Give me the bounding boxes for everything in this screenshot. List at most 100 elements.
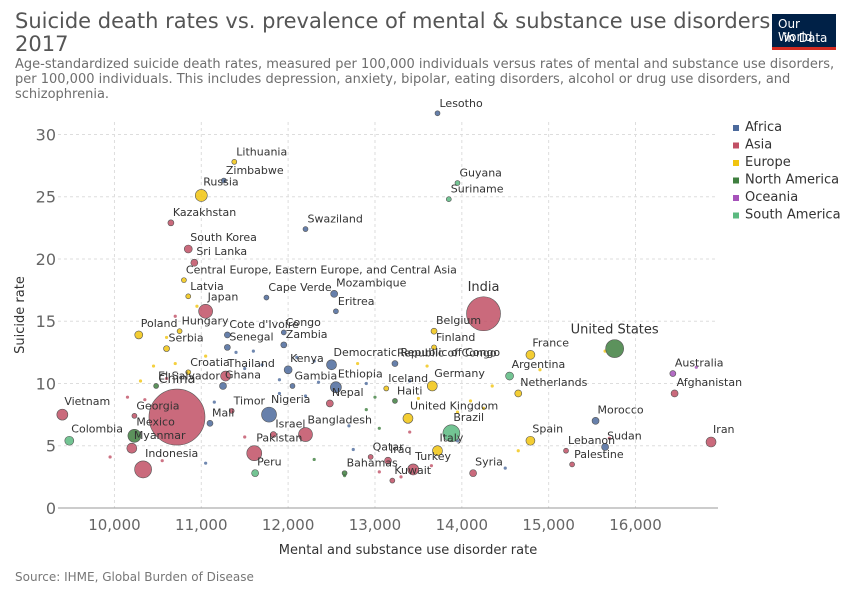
data-point[interactable] [569, 461, 575, 468]
chart-subtitle-line3: schizophrenia. [15, 87, 110, 102]
chart-title: Suicide death rates vs. prevalence of me… [15, 10, 775, 56]
chart-subtitle-line2: per 100,000 individuals. This includes d… [15, 72, 791, 87]
data-point[interactable] [127, 428, 142, 443]
data-point[interactable] [270, 431, 277, 438]
data-point[interactable] [454, 180, 461, 186]
data-point[interactable] [407, 463, 419, 476]
data-point[interactable] [64, 435, 75, 446]
data-point[interactable] [430, 327, 438, 335]
data-point[interactable] [514, 389, 523, 398]
data-point[interactable] [185, 369, 192, 376]
data-point[interactable] [228, 408, 235, 414]
point-label: Kenya [290, 352, 324, 365]
data-point[interactable] [469, 469, 477, 477]
legend-item[interactable]: Oceania [745, 190, 798, 205]
data-point[interactable] [251, 469, 259, 477]
data-point[interactable] [283, 365, 293, 375]
data-point[interactable] [231, 159, 238, 165]
legend-swatch [733, 160, 739, 166]
legend-item[interactable]: South America [745, 208, 841, 223]
legend-item[interactable]: Europe [745, 155, 791, 170]
data-point[interactable] [194, 189, 208, 202]
data-point[interactable] [185, 293, 192, 300]
data-point[interactable] [206, 420, 214, 427]
minor-point [108, 455, 112, 459]
data-point[interactable] [326, 399, 334, 408]
data-point[interactable] [391, 360, 399, 367]
data-point[interactable] [431, 344, 437, 351]
point-label: Serbia [169, 332, 204, 345]
data-point[interactable] [131, 413, 138, 419]
data-point[interactable] [263, 294, 270, 301]
data-point[interactable] [181, 277, 187, 283]
data-point[interactable] [705, 436, 717, 448]
data-point[interactable] [426, 380, 438, 392]
data-point[interactable] [246, 445, 263, 462]
data-point[interactable] [167, 219, 175, 227]
data-point[interactable] [330, 290, 338, 298]
data-point[interactable] [402, 413, 414, 424]
data-point[interactable] [384, 456, 392, 465]
data-point[interactable] [289, 383, 296, 389]
legend-item[interactable]: Africa [745, 120, 782, 135]
data-point[interactable] [163, 345, 170, 352]
data-point[interactable] [219, 382, 227, 390]
data-point[interactable] [383, 385, 390, 392]
minor-point [490, 384, 494, 388]
point-label: Georgia [136, 399, 179, 412]
data-point[interactable] [591, 417, 600, 425]
data-point[interactable] [505, 371, 514, 381]
owid-logo[interactable]: Our World in Data [772, 14, 836, 50]
minor-point [425, 364, 429, 368]
data-point[interactable] [261, 406, 277, 423]
data-point[interactable] [367, 454, 374, 460]
minor-point [204, 461, 208, 465]
data-point[interactable] [176, 328, 183, 334]
chart-title-line2: 2017 [15, 32, 69, 56]
data-point[interactable] [389, 477, 396, 484]
point-label: Sudan [607, 429, 642, 442]
data-point[interactable] [56, 408, 69, 421]
minor-point [377, 470, 381, 474]
data-point[interactable] [224, 344, 231, 351]
data-point[interactable] [134, 460, 152, 479]
data-point[interactable] [434, 110, 441, 117]
data-point[interactable] [445, 196, 452, 202]
data-point[interactable] [432, 445, 443, 457]
data-point[interactable] [525, 435, 536, 446]
data-point[interactable] [126, 442, 138, 454]
data-point[interactable] [302, 226, 309, 232]
data-point[interactable] [605, 339, 624, 358]
data-point[interactable] [220, 370, 231, 382]
data-point[interactable] [221, 177, 227, 184]
data-point[interactable] [298, 427, 313, 442]
data-point[interactable] [224, 331, 231, 339]
data-point[interactable] [190, 258, 199, 267]
data-point[interactable] [280, 341, 288, 349]
data-point[interactable] [326, 359, 337, 371]
legend-swatch [733, 195, 739, 201]
legend-item[interactable]: Asia [745, 138, 772, 153]
data-point[interactable] [466, 296, 501, 332]
data-point[interactable] [341, 470, 348, 476]
point-label: Iran [713, 423, 735, 436]
data-point[interactable] [148, 388, 206, 446]
data-point[interactable] [153, 383, 159, 389]
data-point[interactable] [330, 381, 342, 394]
data-point[interactable] [198, 303, 213, 319]
legend-item[interactable]: North America [745, 173, 839, 188]
data-point[interactable] [563, 447, 569, 454]
data-point[interactable] [134, 330, 144, 340]
data-point[interactable] [183, 244, 193, 254]
data-point[interactable] [601, 443, 609, 451]
data-point[interactable] [525, 350, 536, 360]
data-point[interactable] [670, 389, 679, 398]
data-point[interactable] [280, 329, 287, 336]
minor-point [408, 379, 412, 383]
data-point[interactable] [333, 308, 339, 315]
point-label: Mali [212, 406, 234, 419]
data-point[interactable] [669, 370, 677, 377]
data-point[interactable] [392, 398, 398, 404]
data-point[interactable] [442, 424, 461, 443]
point-label: Ghana [225, 368, 261, 381]
